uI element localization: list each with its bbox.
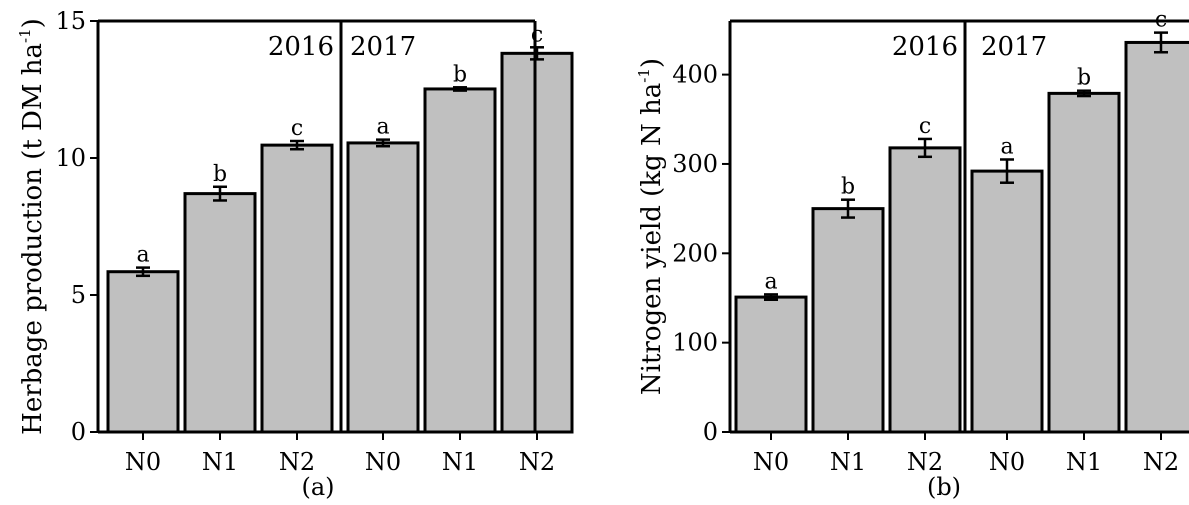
error-bar-2017-N0 [1000,158,1014,184]
bar-2016-N0 [106,270,180,434]
year-label-2017: 2017 [350,32,416,62]
y-tick-label: 10 [55,144,86,172]
bar-2017-N2 [500,51,574,434]
x-tick-label: N1 [1066,448,1102,476]
year-label-2016: 2016 [892,32,958,62]
error-bar-2017-N2 [1154,31,1168,54]
y-axis-title-superscript: -1 [635,68,653,83]
y-axis-title: Nitrogen yield (kg N ha-1) [635,58,667,395]
panel-caption: (b) [927,473,961,501]
x-tick-label: N1 [830,448,866,476]
bar-2016-N0 [734,295,808,434]
year-label-2016: 2016 [268,32,334,62]
error-bar-2017-N2 [530,46,544,61]
x-tick-label: N0 [753,448,789,476]
x-tick-label: N2 [1143,448,1179,476]
error-bar-2016-N1 [213,185,227,202]
y-axis-title-main: Nitrogen yield (kg N ha [637,83,667,395]
bar-2016-N1 [811,207,885,434]
y-axis-title-main: Herbage production (t DM ha [18,43,48,435]
y-tick-label: 0 [703,418,718,446]
error-bar-2016-N2 [918,137,932,159]
x-tick-label: N1 [202,448,238,476]
y-tick-label: 15 [55,7,86,35]
x-tick-label: N0 [125,448,161,476]
chart-panel-a: a N0 b N1 c N2 a N0 b N1 c N2 2016 2017 0 5 10 15Herbage … [16,7,574,501]
bar-2016-N1 [183,192,257,434]
y-axis-title: Herbage production (t DM ha-1) [16,18,48,435]
bar-2016-N2 [260,143,334,434]
y-tick-label: 200 [672,239,718,267]
y-tick-label: 5 [71,281,86,309]
error-bar-2016-N2 [290,139,304,151]
y-axis-title-close: ) [18,18,48,28]
significance-letter: a [136,243,149,268]
error-bar-2017-N1 [1077,89,1091,98]
bar-2016-N2 [888,146,962,434]
significance-letter: b [213,162,227,187]
significance-letter: c [291,116,303,141]
panel-caption: (a) [301,473,334,501]
bar-2017-N1 [423,87,497,434]
significance-letter: a [376,115,389,140]
y-tick-label: 400 [672,61,718,89]
error-bar-2017-N0 [376,138,390,148]
error-bar-2017-N1 [453,86,467,92]
bar-2017-N2 [1124,40,1189,434]
significance-letter: c [919,114,931,139]
y-tick-label: 100 [672,329,718,357]
significance-letter: a [764,269,777,294]
bar-2017-N0 [970,169,1044,434]
y-axis-title-superscript: -1 [16,28,34,43]
error-bar-2016-N0 [764,293,778,302]
error-bar-2016-N0 [136,266,150,278]
bar-2017-N1 [1047,91,1121,434]
significance-letter: b [453,62,467,87]
y-tick-label: 300 [672,150,718,178]
year-label-2017: 2017 [981,32,1047,62]
x-tick-label: N2 [519,448,555,476]
x-tick-label: N0 [989,448,1025,476]
error-bar-2016-N1 [841,198,855,219]
bar-2017-N0 [346,141,420,434]
x-tick-label: N1 [442,448,478,476]
significance-letter: b [1077,66,1091,91]
x-tick-label: N2 [279,448,315,476]
significance-letter: a [1000,134,1013,159]
x-tick-label: N0 [365,448,401,476]
y-tick-label: 0 [71,418,86,446]
significance-letter: b [841,175,855,200]
chart-panel-b: aN0bN1cN2aN0bN1cN2201620170100200300400N… [635,8,1189,501]
y-axis-title-close: ) [637,58,667,68]
x-tick-label: N2 [907,448,943,476]
significance-letter: c [531,22,543,47]
